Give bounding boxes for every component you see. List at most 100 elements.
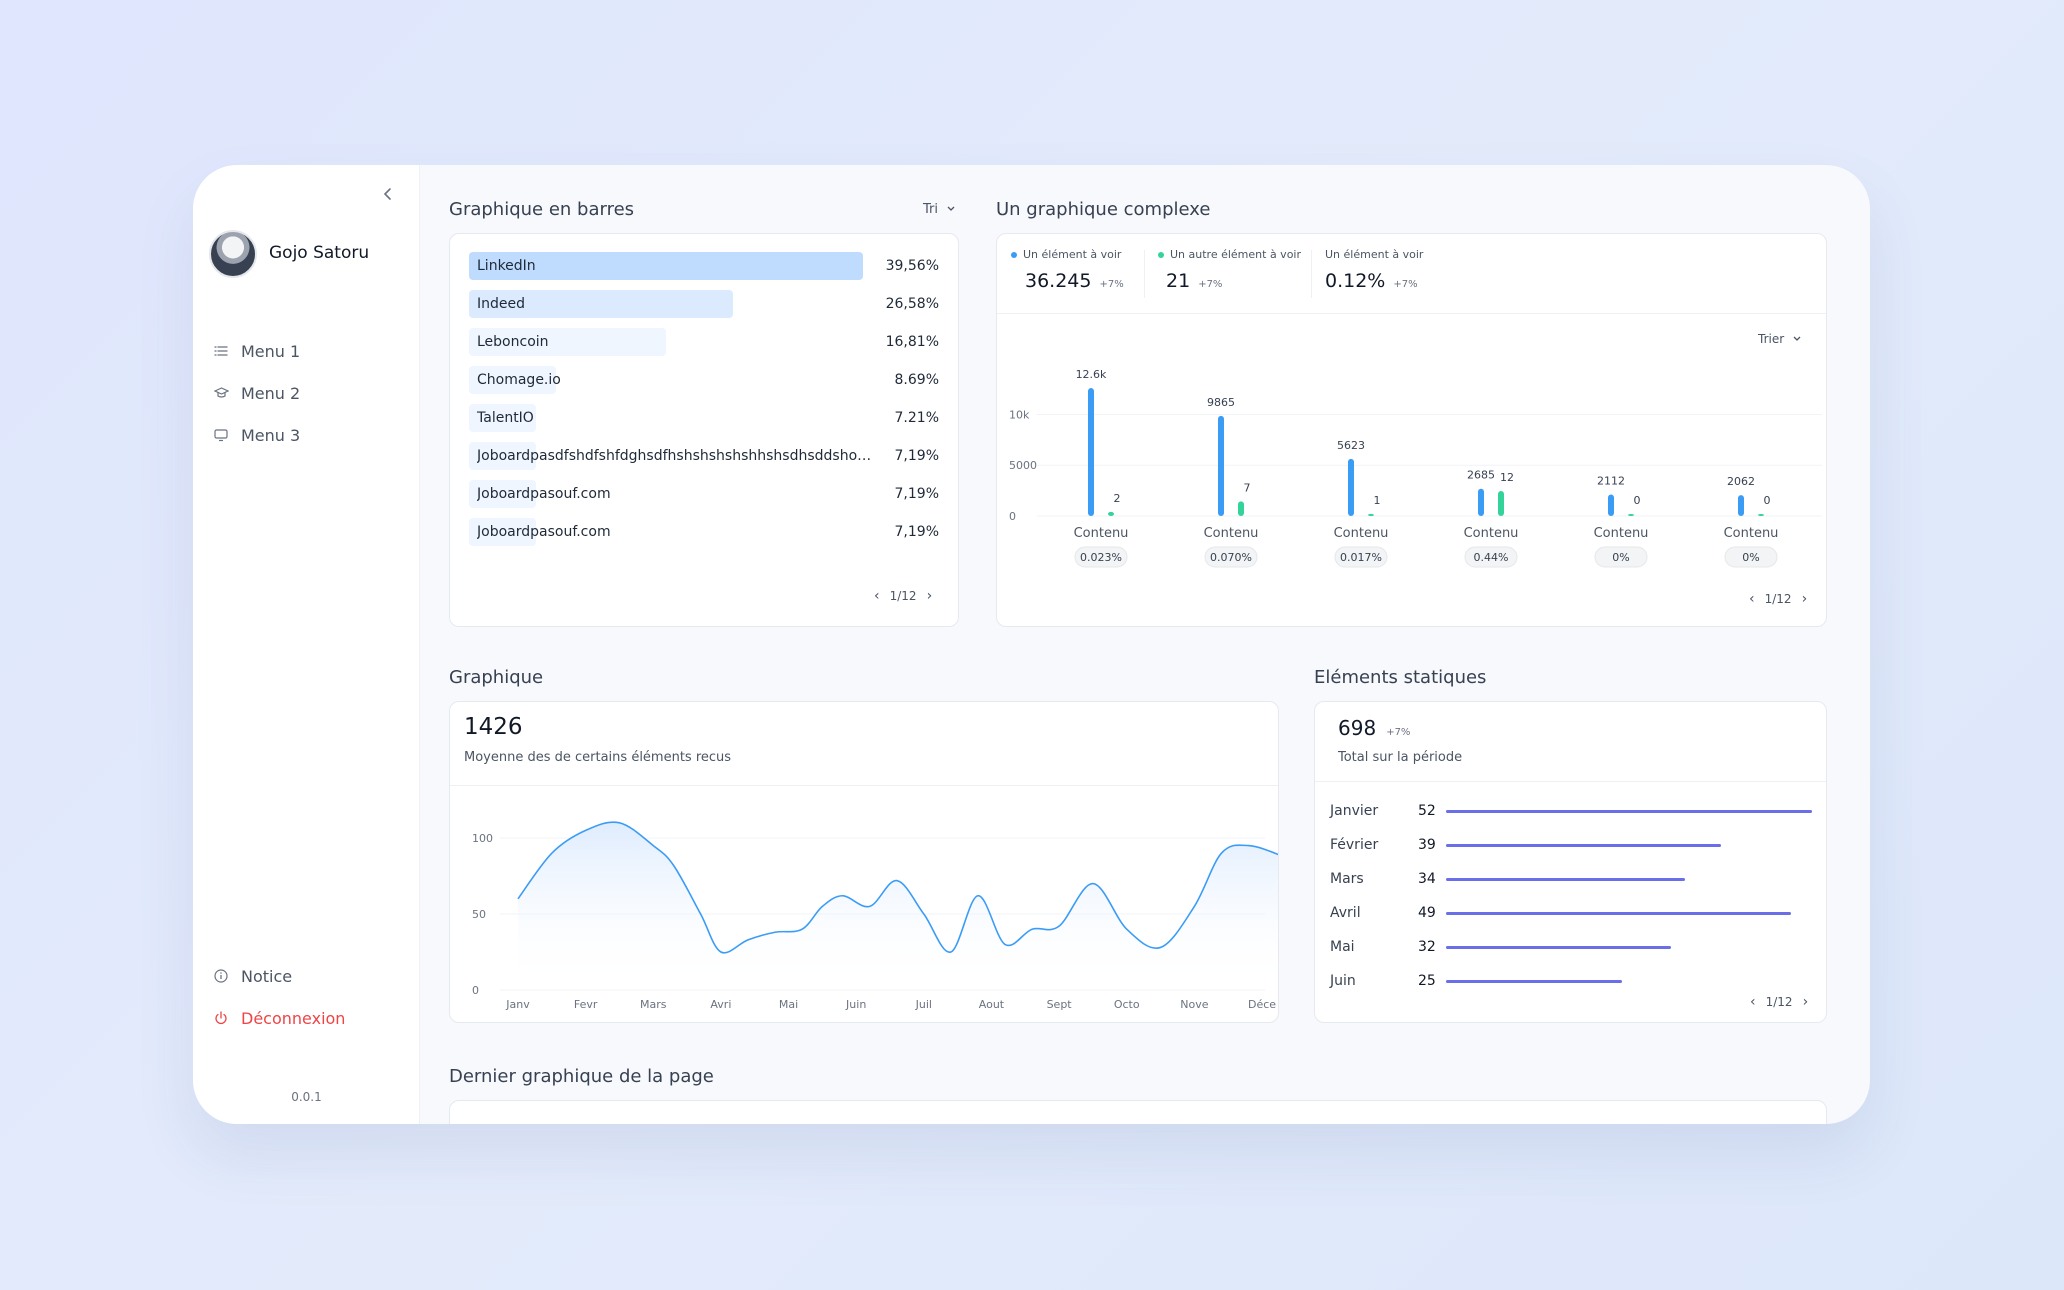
data-label: 1	[1374, 494, 1381, 507]
data-label: 12	[1500, 471, 1514, 484]
bar-label: Indeed	[477, 296, 525, 312]
static-elements-card: 698 +7% Total sur la période Janvier 52 Fé…	[1314, 701, 1827, 1023]
static-pager: ‹ 1/12 ›	[1750, 994, 1808, 1010]
app-window: Gojo Satoru Menu 1 Menu 2 Menu 3	[193, 165, 1870, 1124]
static-bar	[1446, 878, 1685, 881]
kpi-label: Un élément à voir	[1325, 248, 1423, 261]
line-chart-value: 1426	[464, 714, 523, 740]
static-bar	[1446, 912, 1791, 915]
category-badge-label: 0%	[1742, 551, 1759, 564]
bar-list-row[interactable]: Chomage.io 8.69%	[469, 366, 939, 394]
y-tick-label: 100	[472, 832, 493, 845]
static-row: Mai 32	[1330, 930, 1671, 964]
sidebar-item-label: Menu 1	[241, 342, 300, 361]
x-tick-label: Fevr	[574, 998, 598, 1011]
complex-pager: ‹ 1/12 ›	[1749, 591, 1807, 607]
x-tick-label: Contenu	[1594, 526, 1649, 541]
x-tick-label: Contenu	[1464, 526, 1519, 541]
bar-list-row[interactable]: Joboardpasouf.com 7,19%	[469, 518, 939, 546]
next-page-button[interactable]: ›	[1803, 994, 1809, 1010]
y-tick-label: 5000	[1009, 459, 1037, 472]
x-tick-label: Nove	[1180, 998, 1208, 1011]
static-bar	[1446, 844, 1721, 847]
sidebar-item-menu-2[interactable]: Menu 2	[213, 372, 300, 414]
kpi-2: Un autre élément à voir 21 +7%	[1158, 248, 1301, 292]
kpi-value: 0.12%	[1325, 270, 1385, 292]
static-month: Juin	[1330, 973, 1418, 989]
next-page-button[interactable]: ›	[1802, 591, 1808, 607]
bar-series-2	[1368, 514, 1374, 516]
graduation-cap-icon	[213, 385, 229, 401]
bar-value: 7.21%	[895, 410, 939, 426]
user-name: Gojo Satoru	[269, 243, 369, 263]
prev-page-button[interactable]: ‹	[1749, 591, 1755, 607]
static-value: 32	[1418, 939, 1446, 955]
bar-list-row[interactable]: LinkedIn 39,56%	[469, 252, 939, 280]
static-value: 25	[1418, 973, 1446, 989]
line-chart-subtitle: Moyenne des de certains éléments recus	[464, 750, 731, 765]
avatar[interactable]	[209, 230, 257, 278]
kpi-value: 21	[1166, 270, 1190, 292]
sort-label: Tri	[923, 202, 938, 217]
bar-list-row[interactable]: Joboardpasdfshdfshfdghsdfhshshshshshhshs…	[469, 442, 939, 470]
bar-label: Chomage.io	[477, 372, 561, 388]
sidebar-item-menu-1[interactable]: Menu 1	[213, 330, 300, 372]
info-icon	[213, 968, 229, 984]
data-label: 2	[1114, 492, 1121, 505]
x-tick-label: Janv	[505, 998, 530, 1011]
sidebar-item-label: Déconnexion	[241, 1009, 345, 1028]
bar-label: Joboardpasouf.com	[477, 524, 611, 540]
y-tick-label: 0	[472, 984, 479, 997]
power-icon	[213, 1010, 229, 1026]
sidebar: Gojo Satoru Menu 1 Menu 2 Menu 3	[193, 165, 420, 1124]
static-row: Février 39	[1330, 828, 1721, 862]
static-elements-title: Eléments statiques	[1314, 667, 1486, 688]
data-label: 12.6k	[1076, 368, 1107, 381]
bar-list-row[interactable]: Indeed 26,58%	[469, 290, 939, 318]
bar-list-row[interactable]: TalentIO 7.21%	[469, 404, 939, 432]
static-bar	[1446, 810, 1812, 813]
monitor-icon	[213, 427, 229, 443]
main-nav: Menu 1 Menu 2 Menu 3	[213, 330, 300, 456]
bar-list-card: LinkedIn 39,56% Indeed 26,58% Leboncoin 16,81…	[449, 233, 959, 627]
card-divider	[450, 785, 1278, 786]
collapse-sidebar-button[interactable]	[377, 183, 399, 205]
prev-page-button[interactable]: ‹	[1750, 994, 1756, 1010]
x-tick-label: Contenu	[1204, 526, 1259, 541]
sidebar-item-logout[interactable]: Déconnexion	[213, 997, 345, 1039]
sidebar-item-menu-3[interactable]: Menu 3	[213, 414, 300, 456]
last-chart-title: Dernier graphique de la page	[449, 1066, 714, 1087]
x-tick-label: Juil	[915, 998, 932, 1011]
bar-value: 7,19%	[895, 524, 939, 540]
bar-list-pager: ‹ 1/12 ›	[874, 588, 932, 604]
x-tick-label: Contenu	[1334, 526, 1389, 541]
chevron-left-icon	[381, 187, 395, 201]
bar-label: Leboncoin	[477, 334, 549, 350]
sidebar-item-notice[interactable]: Notice	[213, 955, 345, 997]
static-total-delta: +7%	[1386, 727, 1410, 738]
bar-series-1	[1348, 459, 1354, 516]
bar-value: 26,58%	[886, 296, 939, 312]
x-tick-label: Avri	[710, 998, 731, 1011]
static-value: 39	[1418, 837, 1446, 853]
bar-series-1	[1478, 489, 1484, 516]
sort-label: Trier	[1758, 332, 1784, 346]
bar-label: Joboardpasouf.com	[477, 486, 611, 502]
bar-list-row[interactable]: Joboardpasouf.com 7,19%	[469, 480, 939, 508]
kpi-value: 36.245	[1025, 270, 1091, 292]
grouped-bar-chart: 0500010k12.6k2Contenu0.023%98657Contenu0…	[997, 364, 1826, 594]
next-page-button[interactable]: ›	[927, 588, 933, 604]
last-chart-card	[449, 1100, 1827, 1124]
category-badge-label: 0.023%	[1080, 551, 1122, 564]
kpi-delta: +7%	[1198, 279, 1222, 290]
sidebar-item-label: Menu 2	[241, 384, 300, 403]
kpi-label: Un élément à voir	[1023, 248, 1121, 261]
complex-chart-sort-dropdown[interactable]: Trier	[1758, 332, 1802, 346]
bar-chart-sort-dropdown[interactable]: Tri	[923, 202, 956, 217]
card-divider	[1315, 781, 1826, 782]
x-tick-label: Mai	[779, 998, 798, 1011]
prev-page-button[interactable]: ‹	[874, 588, 880, 604]
bar-list-row[interactable]: Leboncoin 16,81%	[469, 328, 939, 356]
bar-value: 8.69%	[895, 372, 939, 388]
bottom-nav: Notice Déconnexion	[213, 955, 345, 1039]
